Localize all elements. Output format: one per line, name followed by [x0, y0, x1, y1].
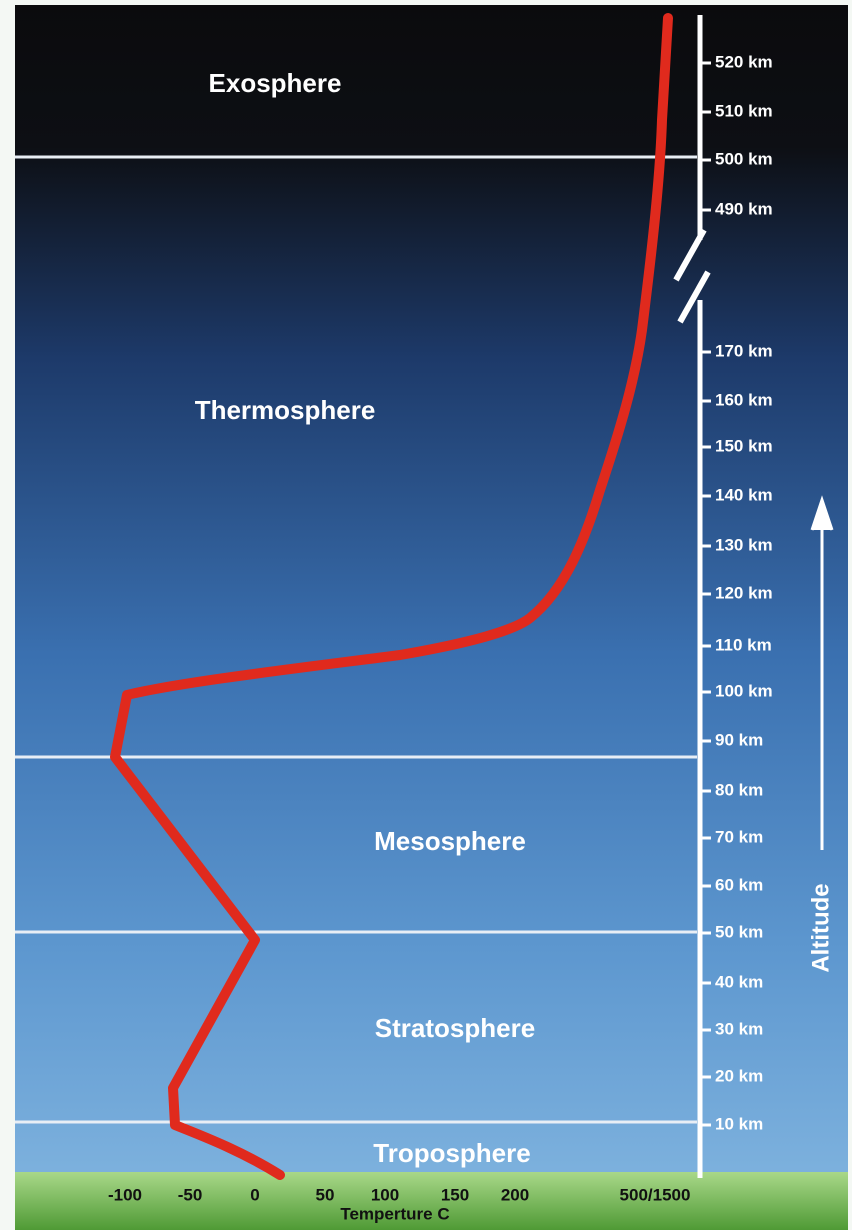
y-tick-label: 40 km	[715, 972, 763, 991]
y-tick-label: 50 km	[715, 922, 763, 941]
y-tick-label: 110 km	[715, 635, 772, 654]
y-tick-label: 30 km	[715, 1019, 763, 1038]
layer-label: Stratosphere	[375, 1013, 535, 1043]
y-tick-label: 130 km	[715, 535, 773, 554]
x-tick-label: -100	[108, 1185, 142, 1204]
x-tick-label: 200	[501, 1185, 529, 1204]
y-tick-label: 160 km	[715, 390, 773, 409]
y-tick-label: 20 km	[715, 1066, 763, 1085]
y-tick-label: 520 km	[715, 52, 773, 71]
layer-label: Exosphere	[209, 68, 342, 98]
y-tick-label: 100 km	[715, 681, 773, 700]
y-tick-label: 140 km	[715, 485, 773, 504]
page: Altitude Temperture C Exosphere Thermosph…	[0, 0, 852, 1230]
x-tick-label: 500/1500	[620, 1185, 691, 1204]
y-tick-label: 490 km	[715, 199, 773, 218]
x-tick-label: 100	[371, 1185, 399, 1204]
x-axis-label: Temperture C	[340, 1204, 449, 1223]
y-tick-label: 60 km	[715, 875, 763, 894]
y-tick-label: 120 km	[715, 583, 773, 602]
y-axis-label: Altitude	[807, 883, 834, 972]
x-tick-label: 0	[250, 1185, 259, 1204]
y-tick-label: 80 km	[715, 780, 763, 799]
x-tick-label: 50	[316, 1185, 335, 1204]
x-tick-label: 150	[441, 1185, 469, 1204]
y-tick-label: 500 km	[715, 149, 773, 168]
x-tick-label: -50	[178, 1185, 203, 1204]
y-tick-label: 150 km	[715, 436, 773, 455]
y-tick-label: 90 km	[715, 730, 763, 749]
layer-label: Troposphere	[373, 1138, 530, 1168]
y-tick-label: 170 km	[715, 341, 773, 360]
diagram: Altitude Temperture C Exosphere Thermosph…	[0, 0, 852, 1230]
y-tick-label: 510 km	[715, 101, 773, 120]
y-tick-label: 70 km	[715, 827, 763, 846]
layer-label: Thermosphere	[195, 395, 376, 425]
layer-label: Mesosphere	[374, 826, 526, 856]
y-tick-label: 10 km	[715, 1114, 763, 1133]
